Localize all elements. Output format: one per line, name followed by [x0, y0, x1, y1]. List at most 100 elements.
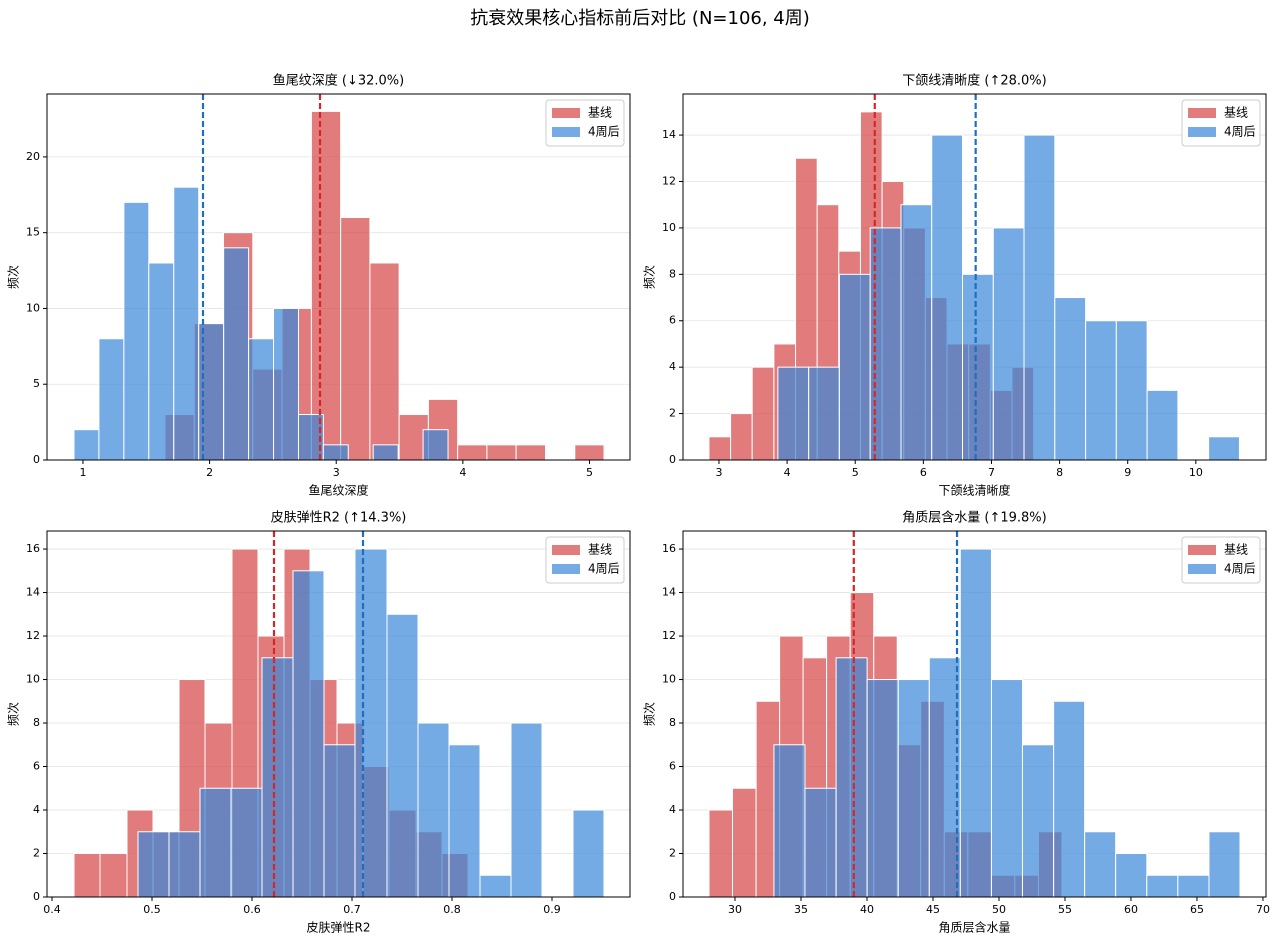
bar [99, 853, 128, 898]
bar [992, 227, 1025, 461]
y-tick-label: 15 [26, 226, 40, 239]
bar [98, 338, 125, 461]
x-tick-label: 0.8 [443, 903, 461, 916]
y-tick-label: 12 [662, 629, 676, 642]
y-tick-label: 0 [33, 453, 40, 466]
bar [230, 787, 263, 898]
bar [708, 809, 733, 898]
bar [572, 809, 605, 898]
bar [959, 548, 992, 898]
bar [928, 657, 961, 898]
y-tick-label: 14 [662, 586, 676, 599]
legend-label: 4周后 [588, 125, 620, 139]
y-tick-label: 4 [669, 803, 676, 816]
bar [199, 787, 232, 898]
legend-swatch [552, 108, 580, 118]
y-tick-label: 0 [669, 453, 676, 466]
bar [73, 853, 101, 898]
bar [900, 204, 933, 461]
bar [340, 217, 371, 461]
x-tick-label: 4 [459, 466, 466, 479]
y-tick-label: 14 [662, 128, 676, 141]
y-tick-label: 20 [26, 150, 40, 163]
bar [962, 273, 994, 461]
bar [897, 679, 930, 898]
y-tick-label: 4 [33, 803, 40, 816]
x-axis-label: 角质层含水量 [938, 920, 1010, 935]
y-tick-label: 2 [669, 847, 676, 860]
x-tick-label: 65 [1190, 903, 1204, 916]
y-tick-label: 12 [26, 629, 40, 642]
bar [248, 338, 275, 461]
y-tick-label: 2 [669, 407, 676, 420]
x-axis-label: 下颌线清晰度 [938, 483, 1010, 498]
bar [457, 444, 488, 461]
x-tick-label: 4 [784, 466, 791, 479]
y-tick-label: 16 [662, 542, 676, 555]
legend-swatch [552, 564, 580, 574]
legend-swatch [1188, 127, 1216, 137]
legend-label: 4周后 [588, 562, 620, 576]
bar [1146, 874, 1179, 898]
bar [708, 436, 732, 461]
bar [168, 831, 201, 898]
bar [261, 657, 294, 898]
subplot: 0 2 4 6 8 10 12 14 3 4 5 6 7 8 9 10 下颌线清晰度 (↑28.0%) 下颌线清晰… [643, 73, 1267, 498]
y-tick-label: 2 [33, 847, 40, 860]
bar [386, 613, 419, 898]
x-tick-label: 0.5 [143, 903, 161, 916]
x-tick-label: 55 [1058, 903, 1072, 916]
legend-label: 基线 [588, 543, 612, 557]
bar [486, 444, 517, 461]
x-tick-label: 45 [926, 903, 940, 916]
bar [369, 262, 400, 461]
bar [990, 679, 1023, 898]
bar [730, 413, 753, 461]
y-tick-label: 6 [669, 760, 676, 773]
bar [173, 186, 200, 461]
bar [372, 444, 399, 461]
x-tick-label: 0.4 [43, 903, 61, 916]
axes-frame [46, 530, 631, 898]
legend-box [1181, 99, 1261, 147]
bar [137, 831, 170, 898]
legend-label: 4周后 [1224, 125, 1256, 139]
bar [1054, 297, 1087, 461]
y-tick-label: 4 [669, 360, 676, 373]
bar [422, 429, 449, 461]
y-axis-label: 频次 [7, 702, 21, 726]
legend-label: 基线 [588, 106, 612, 120]
x-tick-label: 5 [852, 466, 859, 479]
x-axis-label: 鱼尾纹深度 [308, 483, 368, 498]
bar [273, 307, 299, 461]
y-axis-label: 频次 [643, 265, 657, 289]
y-tick-label: 10 [662, 221, 676, 234]
legend-box [1181, 536, 1261, 584]
axes-frame [46, 93, 631, 461]
y-tick-label: 8 [669, 716, 676, 729]
subplot-title: 鱼尾纹深度 (↓32.0%) [273, 73, 404, 89]
bar [866, 679, 899, 898]
legend-label: 基线 [1224, 106, 1248, 120]
legend-box [545, 99, 625, 147]
y-tick-label: 5 [33, 377, 40, 390]
legend-box [545, 536, 625, 584]
bar [1053, 700, 1086, 898]
bar [751, 366, 775, 461]
bar [73, 429, 100, 461]
bar [448, 744, 481, 898]
x-tick-label: 50 [992, 903, 1006, 916]
bar [1021, 744, 1055, 898]
bar [322, 444, 349, 461]
x-tick-label: 3 [715, 466, 722, 479]
axes-frame [682, 530, 1267, 898]
x-tick-label: 3 [333, 466, 340, 479]
x-tick-label: 10 [1189, 466, 1203, 479]
bar [1115, 853, 1148, 898]
subplot-title: 皮肤弹性R2 (↑14.3%) [271, 511, 407, 526]
bar [804, 787, 837, 898]
x-tick-label: 5 [586, 466, 593, 479]
y-tick-label: 10 [26, 673, 40, 686]
bar [323, 744, 356, 898]
bar [479, 874, 512, 898]
